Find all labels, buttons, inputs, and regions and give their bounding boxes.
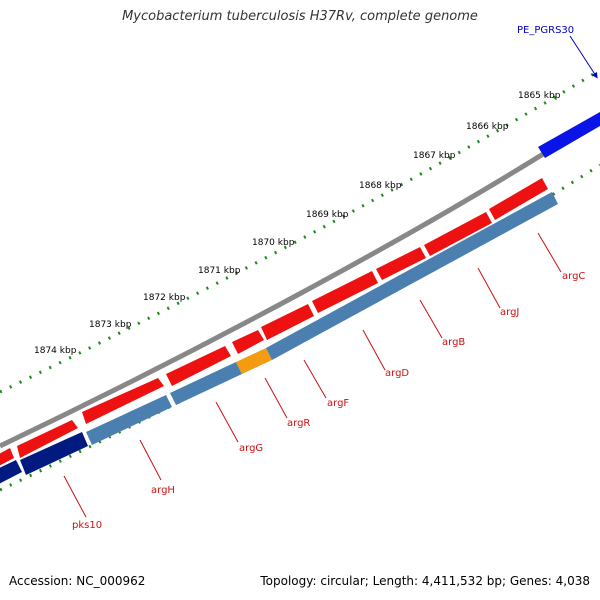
ruler-label-1868: 1868 kbp: [359, 181, 402, 191]
ruler-label-1869: 1869 kbp: [306, 210, 349, 220]
outer-ruler-track: [0, 68, 600, 394]
genome-summary-text: Topology: circular; Length: 4,411,532 bp…: [260, 574, 590, 588]
gene-block: [266, 192, 558, 360]
gene-label-pks10: pks10: [72, 520, 102, 531]
ruler-label-1871: 1871 kbp: [198, 266, 241, 276]
inner-ruler-track: [0, 163, 600, 492]
leader-argR: [264, 377, 288, 419]
ruler-label-1866: 1866 kbp: [466, 122, 509, 132]
leader-pe-pgrs30: [569, 35, 598, 79]
cds-block: [261, 304, 314, 340]
gene-labels: PE_PGRS30 argC argJ argB argD argF argR …: [72, 25, 585, 531]
ruler-labels: 1865 kbp 1866 kbp 1867 kbp 1868 kbp 1869…: [34, 91, 561, 356]
forward-cds-track: [0, 178, 548, 466]
gene-label-argF: argF: [327, 398, 349, 409]
leader-argF: [303, 359, 327, 399]
cds-block: [376, 247, 426, 280]
ruler-label-1872: 1872 kbp: [143, 293, 186, 303]
cds-block: [489, 178, 548, 220]
ruler-label-1867: 1867 kbp: [413, 151, 456, 161]
leader-argH: [139, 439, 162, 481]
gene-label-argC: argC: [562, 271, 585, 282]
ruler-label-1873: 1873 kbp: [89, 320, 132, 330]
gene-block: [86, 395, 172, 445]
leader-argD: [362, 329, 386, 371]
cds-block: [166, 346, 231, 386]
gene-leader-lines: [63, 35, 598, 518]
leader-argJ: [477, 267, 501, 309]
cds-block: [312, 271, 378, 313]
cds-block: [82, 378, 164, 424]
ruler-label-1870: 1870 kbp: [252, 238, 295, 248]
ruler-label-1865: 1865 kbp: [518, 91, 561, 101]
cds-block: [232, 330, 264, 354]
accession-text: Accession: NC_000962: [9, 574, 146, 588]
gene-label-argB: argB: [442, 337, 465, 348]
gene-track: [0, 192, 558, 484]
gene-block: [170, 362, 242, 405]
gene-block-dark: [0, 460, 22, 484]
cds-block: [17, 420, 78, 458]
pe-pgrs30-block: [538, 112, 600, 158]
gene-label-argR: argR: [287, 418, 310, 429]
leader-argG: [215, 401, 239, 443]
gene-label-argJ: argJ: [500, 307, 519, 318]
genome-title: Mycobacterium tuberculosis H37Rv, comple…: [122, 9, 478, 24]
genome-backbone: [0, 115, 600, 449]
gene-block-dark: [20, 432, 88, 475]
gene-label-pe-pgrs30: PE_PGRS30: [517, 25, 574, 36]
gene-label-argG: argG: [239, 443, 263, 454]
leader-pks10: [63, 475, 87, 518]
ruler-label-1874: 1874 kbp: [34, 346, 77, 356]
leader-argB: [419, 299, 443, 339]
leader-argC: [537, 232, 562, 273]
cds-block: [0, 448, 14, 466]
gene-block-argR: [236, 348, 272, 374]
gene-label-argH: argH: [151, 485, 175, 496]
cds-block: [424, 212, 492, 256]
gene-label-argD: argD: [385, 368, 409, 379]
